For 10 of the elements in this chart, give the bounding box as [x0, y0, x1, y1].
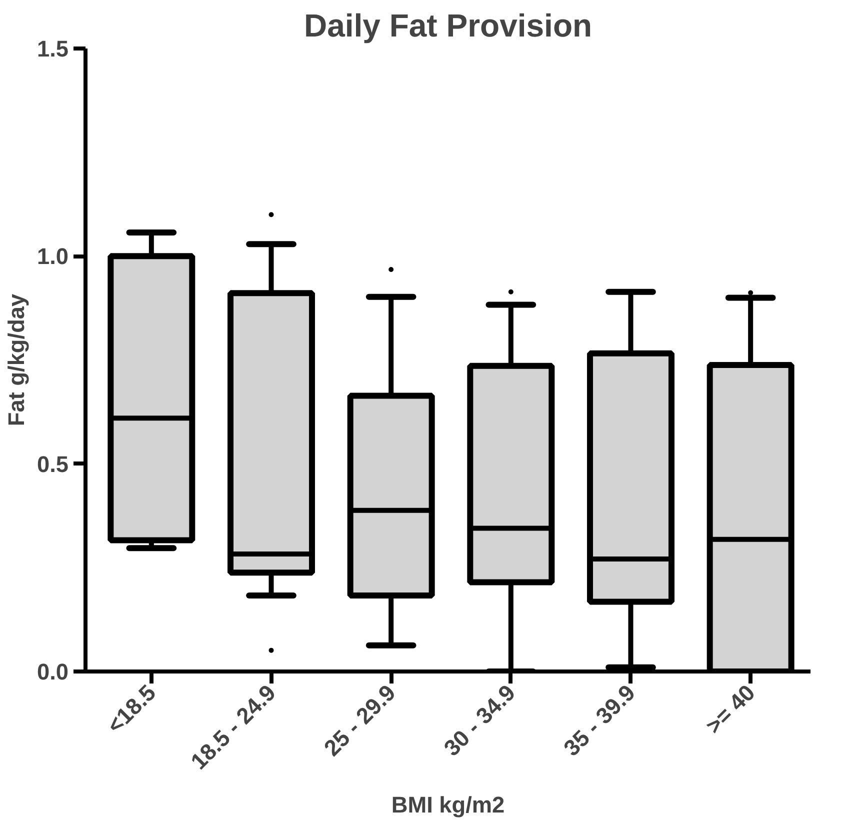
- y-tick-label: 0.5: [37, 450, 69, 477]
- x-tick-label: >= 40: [700, 679, 760, 739]
- y-tick-label: 1.0: [37, 243, 69, 270]
- x-tick-label: 35 - 39.9: [558, 679, 640, 761]
- y-tick-label: 0.0: [37, 658, 69, 684]
- y-axis-title: Fat g/kg/day: [3, 294, 30, 426]
- x-axis-title: BMI kg/m2: [391, 791, 505, 818]
- x-tick-label: 30 - 34.9: [438, 679, 520, 761]
- chart-title: Daily Fat Provision: [304, 8, 592, 44]
- y-tick-label: 1.5: [37, 36, 69, 62]
